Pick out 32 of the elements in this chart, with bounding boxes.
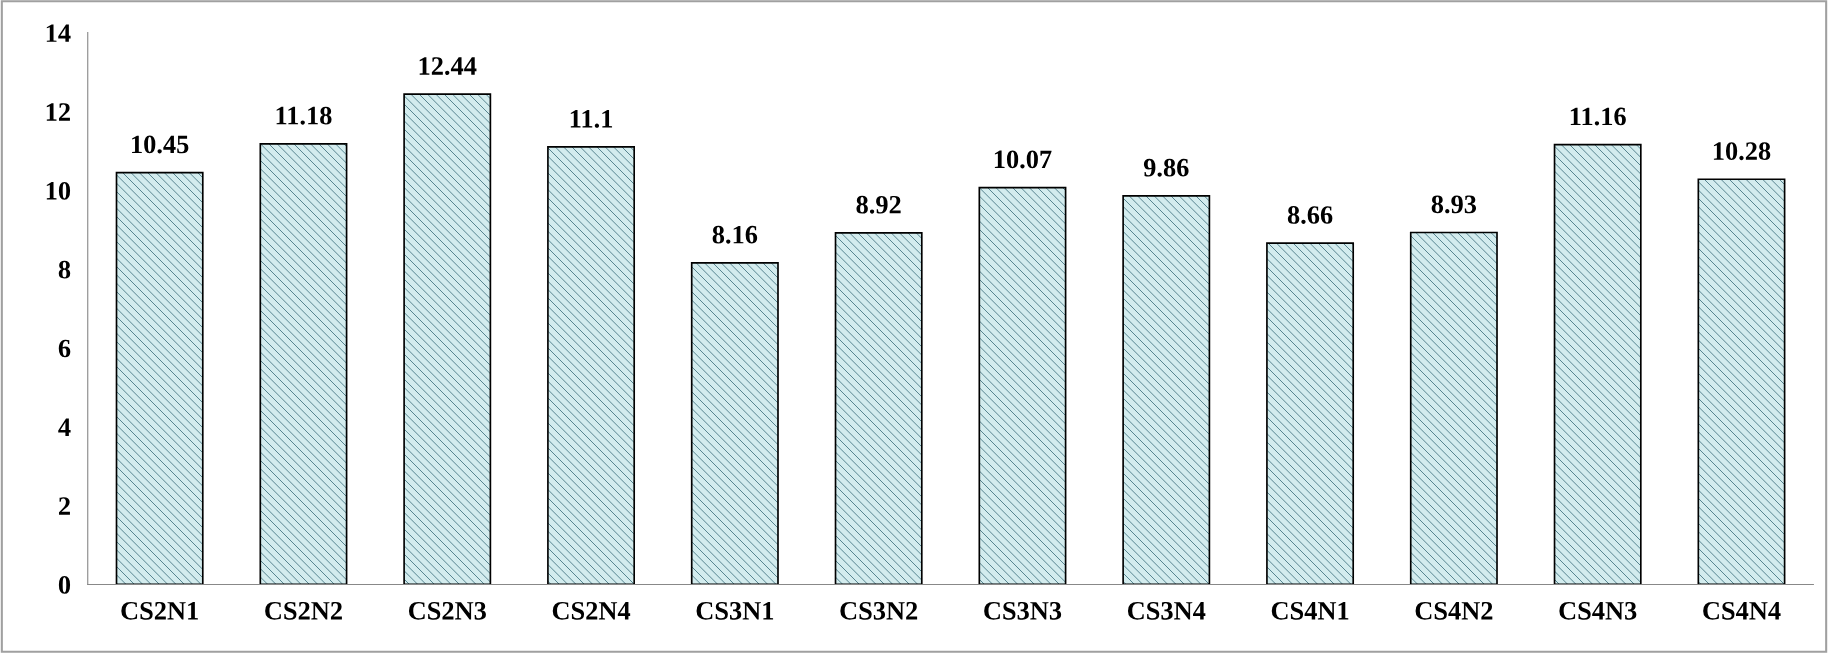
y-tick-label: 8 — [58, 260, 71, 279]
data-label: 10.07 — [994, 150, 1052, 169]
x-tick-label: CS4N4 — [1703, 601, 1781, 620]
x-tick-label: CS2N4 — [552, 601, 631, 620]
data-label: 10.45 — [132, 135, 189, 154]
x-tick-label: CS3N2 — [840, 601, 918, 620]
x-tick-label: CS3N1 — [696, 601, 774, 620]
y-tick-label: 2 — [58, 497, 70, 515]
x-tick-label: CS4N2 — [1415, 601, 1493, 620]
x-tick-label: CS2N3 — [408, 601, 486, 620]
y-tick-label: 0 — [58, 576, 71, 594]
data-label: 12.44 — [419, 57, 477, 75]
data-label: 10.28 — [1713, 142, 1771, 161]
data-label: 8.92 — [856, 195, 901, 214]
x-tick-label: CS2N1 — [121, 601, 198, 620]
x-tick-label: CS4N3 — [1559, 601, 1637, 620]
x-tick-label: CS3N3 — [984, 601, 1062, 620]
data-label: 11.18 — [276, 106, 332, 125]
data-label: 11.1 — [570, 110, 613, 128]
y-tick-label: 10 — [46, 181, 71, 200]
x-tick-label: CS3N4 — [1127, 601, 1206, 620]
data-label: 8.16 — [712, 225, 758, 244]
y-tick-label: 12 — [46, 103, 70, 121]
y-tick-label: 4 — [58, 418, 71, 436]
data-label: 8.93 — [1431, 195, 1477, 214]
y-tick-label: 14 — [46, 24, 71, 42]
data-label: 11.16 — [1570, 107, 1626, 126]
data-label: 9.86 — [1143, 158, 1189, 177]
y-tick-label: 6 — [58, 339, 71, 358]
data-label: 8.66 — [1287, 206, 1333, 224]
x-tick-label: CS2N2 — [265, 601, 342, 620]
x-tick-label: CS4N1 — [1271, 601, 1349, 620]
